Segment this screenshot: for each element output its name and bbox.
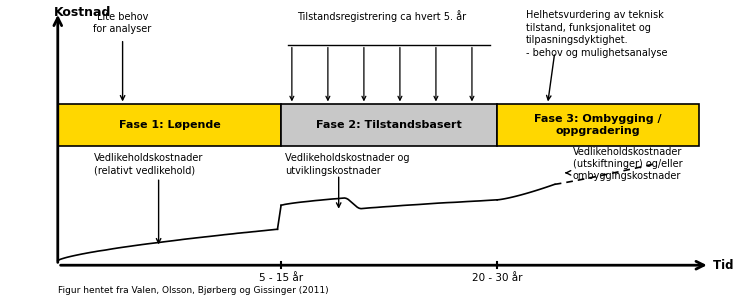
Bar bbox=[497, 104, 699, 146]
Text: Vedlikeholdskostnader
(utskiftninger) og/eller
ombyggingskostnader: Vedlikeholdskostnader (utskiftninger) og… bbox=[573, 147, 682, 181]
Text: Fase 3: Ombygging /
oppgradering: Fase 3: Ombygging / oppgradering bbox=[534, 114, 662, 136]
Text: 5 - 15 år: 5 - 15 år bbox=[259, 273, 303, 283]
Text: Fase 1: Løpende: Fase 1: Løpende bbox=[118, 120, 220, 130]
Text: Vedlikeholdskostnader
(relativt vedlikehold): Vedlikeholdskostnader (relativt vedlikeh… bbox=[94, 154, 203, 176]
Text: Lite behov
for analyser: Lite behov for analyser bbox=[93, 12, 151, 34]
Text: Tilstandsregistrering ca hvert 5. år: Tilstandsregistrering ca hvert 5. år bbox=[298, 11, 467, 22]
Bar bbox=[58, 104, 281, 146]
Text: Figur hentet fra Valen, Olsson, Bjørberg og Gissinger (2011): Figur hentet fra Valen, Olsson, Bjørberg… bbox=[58, 286, 329, 295]
Bar bbox=[281, 104, 497, 146]
Text: Fase 2: Tilstandsbasert: Fase 2: Tilstandsbasert bbox=[316, 120, 462, 130]
Text: Helhetsvurdering av teknisk
tilstand, funksjonalitet og
tilpasningsdyktighet.
- : Helhetsvurdering av teknisk tilstand, fu… bbox=[526, 11, 667, 58]
Text: Vedlikeholdskostnader og
utviklingskostnader: Vedlikeholdskostnader og utviklingskostn… bbox=[284, 154, 409, 176]
Text: Kostnad: Kostnad bbox=[54, 6, 112, 19]
Text: Tid / Fase: Tid / Fase bbox=[713, 259, 735, 272]
Text: 20 - 30 år: 20 - 30 år bbox=[472, 273, 523, 283]
